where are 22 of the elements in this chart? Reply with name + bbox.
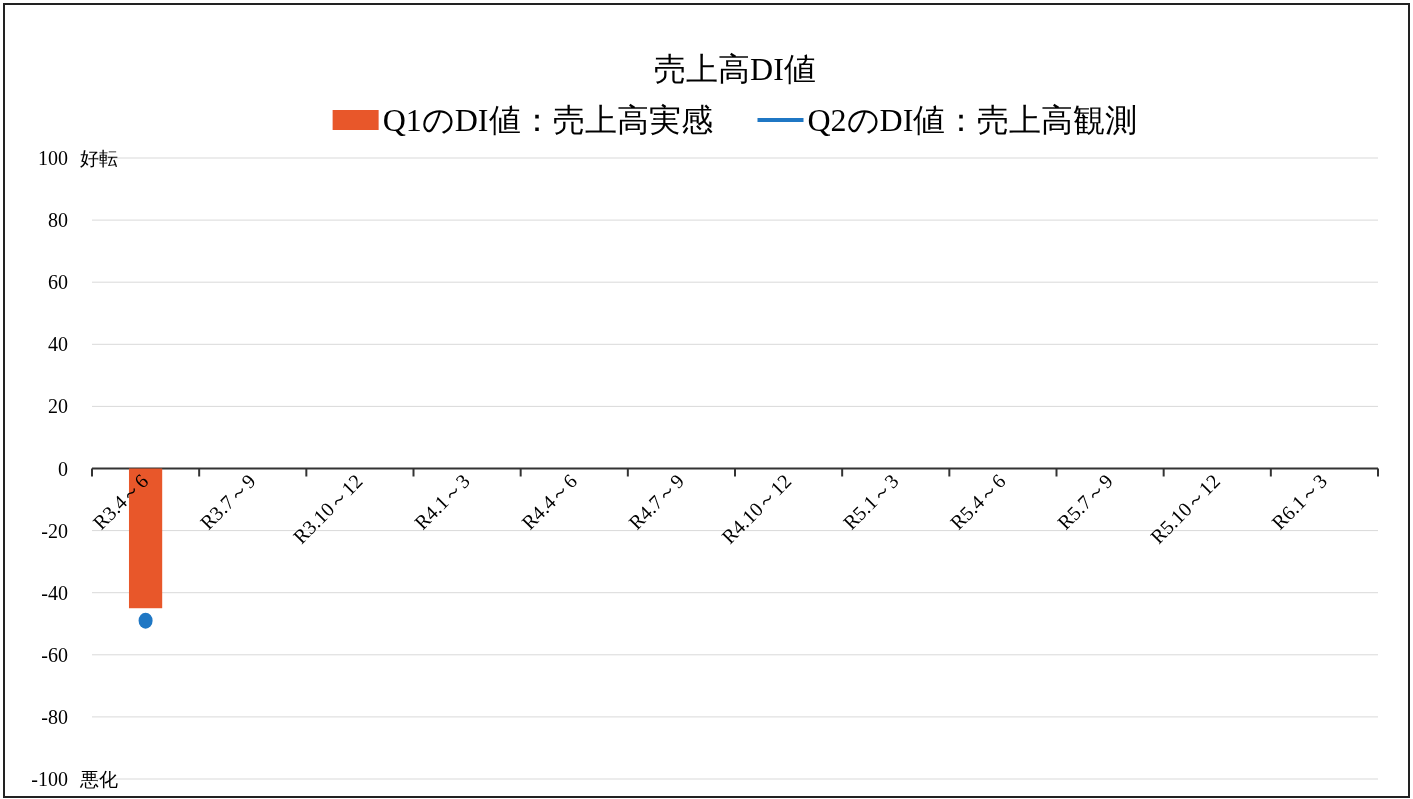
x-tick-label: R4.4～6 bbox=[517, 469, 582, 534]
x-tick-label: R3.4～6 bbox=[88, 469, 153, 534]
y-tick-label: -20 bbox=[41, 519, 68, 542]
y-tick-label: -60 bbox=[41, 643, 68, 666]
y-tick-label: 0 bbox=[58, 457, 68, 480]
annotation: 悪化 bbox=[79, 769, 118, 790]
legend-label: Q2のDI値：売上高観測 bbox=[807, 102, 1138, 138]
x-tick-label: R6.1～3 bbox=[1267, 469, 1332, 534]
y-tick-label: 100 bbox=[38, 147, 68, 169]
y-tick-label: -100 bbox=[31, 768, 68, 790]
y-tick-label: 20 bbox=[48, 395, 68, 418]
legend-label: Q1のDI値：売上高実感 bbox=[382, 102, 713, 138]
chart-title: 売上高DI値 bbox=[654, 51, 816, 87]
x-tick-label: R5.1～3 bbox=[838, 469, 903, 534]
y-tick-label: -40 bbox=[41, 581, 68, 604]
y-tick-label: 60 bbox=[48, 271, 68, 294]
x-tick-label: R5.4～6 bbox=[945, 469, 1010, 534]
y-tick-label: 80 bbox=[48, 209, 68, 232]
x-tick-label: R4.1～3 bbox=[410, 469, 474, 534]
annotation: 好転 bbox=[80, 148, 118, 169]
y-tick-label: -80 bbox=[41, 705, 68, 728]
y-tick-label: 40 bbox=[48, 333, 68, 356]
